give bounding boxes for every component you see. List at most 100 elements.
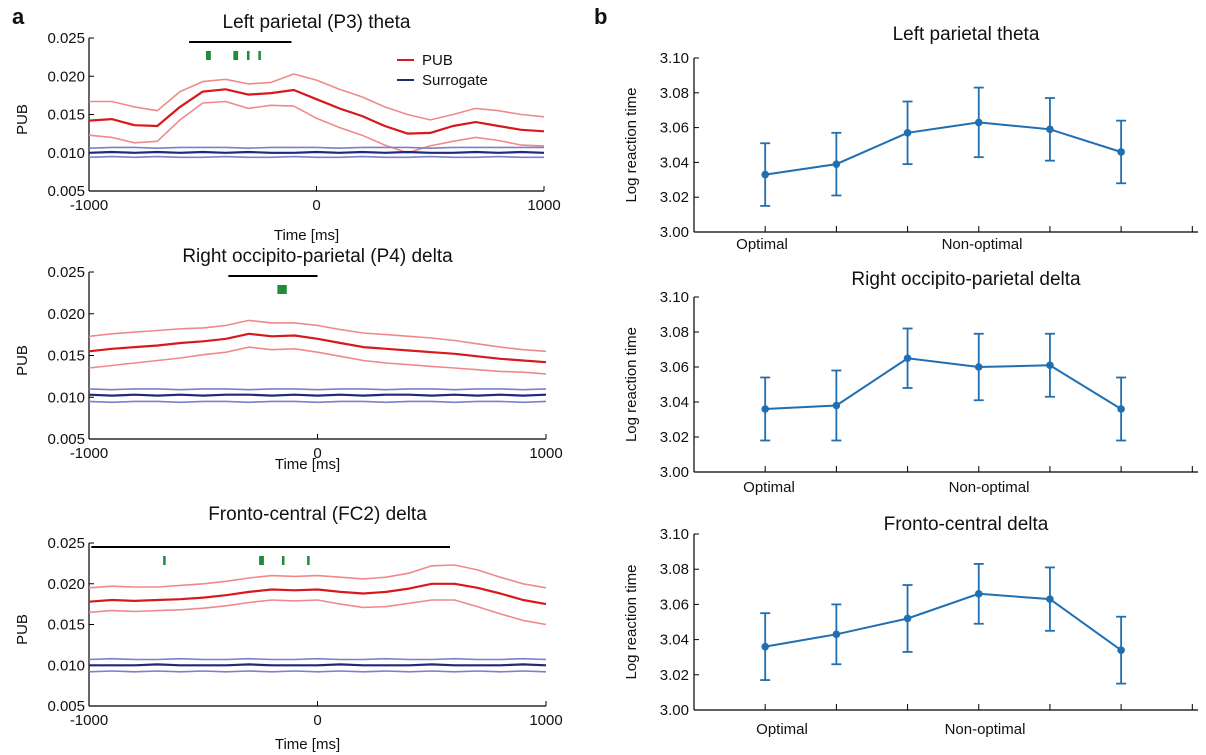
- pub-panel-title: Fronto-central (FC2) delta: [208, 504, 427, 525]
- rt-point: [903, 614, 912, 623]
- surrogate-upper-line: [88, 146, 544, 149]
- y-axis-label: Log reaction time: [623, 564, 640, 679]
- y-tick-label: 3.00: [660, 224, 689, 241]
- pub-upper-line: [88, 564, 547, 589]
- rt-point: [761, 642, 769, 651]
- y-tick-label: 3.04: [660, 632, 689, 649]
- panel-label-a: a: [12, 4, 25, 29]
- y-tick-label: 3.04: [660, 154, 689, 171]
- y-tick-label: 0.005: [47, 698, 85, 715]
- rt-panel-2: Right occipito-parietal delta 3.00 3.02 3.0…: [623, 269, 1198, 496]
- x-category-label: Non-optimal: [945, 721, 1026, 738]
- rt-point: [1046, 125, 1054, 134]
- y-tick-label: 0.020: [47, 68, 85, 85]
- y-tick-label: 0.010: [47, 657, 85, 674]
- pub-panel-title: Left parietal (P3) theta: [223, 12, 411, 33]
- y-tick-label: 3.10: [660, 289, 689, 306]
- pub-lower-line: [88, 599, 547, 626]
- y-tick-label: 3.06: [660, 359, 689, 376]
- surrogate-upper-line: [88, 657, 547, 661]
- y-tick-label: 3.10: [660, 50, 689, 67]
- surrogate-upper-line: [88, 388, 547, 391]
- x-tick-label: 0: [313, 712, 321, 729]
- y-tick-label: 0.005: [47, 183, 85, 200]
- y-tick-label: 3.04: [660, 394, 689, 411]
- x-tick-label: -1000: [70, 197, 108, 214]
- panel-label-b: b: [594, 4, 607, 29]
- y-axis-label: PUB: [14, 614, 31, 645]
- legend-surrogate-label: Surrogate: [422, 72, 488, 89]
- surrogate-lower-line: [88, 670, 547, 673]
- rt-point: [1046, 595, 1054, 603]
- rt-point: [832, 401, 841, 410]
- y-tick-label: 0.025: [47, 30, 85, 47]
- x-tick-label: 0: [313, 445, 321, 462]
- x-category-label: Non-optimal: [942, 236, 1023, 253]
- rt-point: [1117, 646, 1125, 654]
- pub-panel-2: Right occipito-parietal (P4) delta 0.005 0…: [14, 246, 563, 473]
- surrogate-lower-line: [88, 155, 544, 159]
- y-tick-label: 3.08: [660, 324, 689, 341]
- x-tick-label: -1000: [70, 712, 108, 729]
- rt-point: [974, 363, 983, 371]
- rt-panel-3: Fronto-central delta 3.00 3.02 3.04 3.06 3.08…: [623, 514, 1198, 738]
- x-axis-label: Time [ms]: [275, 736, 340, 753]
- x-tick-label: 1000: [529, 445, 562, 462]
- y-tick-label: 0.010: [47, 389, 85, 406]
- y-tick-label: 0.010: [47, 145, 85, 162]
- rt-point: [1046, 361, 1054, 370]
- y-axis-label: PUB: [14, 104, 31, 135]
- y-axis-label: Log reaction time: [623, 87, 640, 202]
- y-tick-label: 0.025: [47, 535, 85, 552]
- rt-panel-1: Left parietal theta 3.00 3.02 3.04 3.06 3.08 3…: [623, 24, 1198, 253]
- y-axis-label: Log reaction time: [623, 327, 640, 442]
- rt-line: [765, 592, 1122, 652]
- rt-point: [761, 405, 769, 413]
- x-category-label: Non-optimal: [949, 479, 1030, 496]
- surrogate-mean-line: [88, 393, 547, 397]
- y-tick-label: 0.025: [47, 264, 85, 281]
- x-category-label: Optimal: [756, 721, 808, 738]
- y-tick-label: 3.08: [660, 85, 689, 102]
- rt-point: [832, 630, 841, 639]
- x-axis-label: Time [ms]: [275, 456, 340, 473]
- x-category-label: Optimal: [743, 479, 795, 496]
- y-tick-label: 0.020: [47, 306, 85, 323]
- y-tick-label: 0.005: [47, 431, 85, 448]
- surrogate-lower-line: [88, 400, 547, 404]
- pub-lower-line: [88, 346, 547, 375]
- x-tick-label: -1000: [70, 445, 108, 462]
- y-axis-label: PUB: [14, 345, 31, 376]
- x-tick-label: 1000: [527, 197, 560, 214]
- rt-panel-title: Fronto-central delta: [884, 514, 1049, 535]
- y-tick-label: 0.020: [47, 576, 85, 593]
- rt-point: [1117, 405, 1125, 413]
- rt-line: [765, 357, 1122, 410]
- y-tick-label: 3.02: [660, 667, 689, 684]
- x-category-label: Optimal: [736, 236, 788, 253]
- pub-lower-line: [88, 100, 545, 154]
- rt-point: [761, 170, 769, 179]
- rt-point: [974, 590, 983, 598]
- y-tick-label: 3.08: [660, 561, 689, 578]
- rt-point: [1117, 148, 1125, 156]
- rt-line: [765, 121, 1122, 176]
- pub-mean-line: [88, 332, 547, 364]
- y-tick-label: 3.06: [660, 596, 689, 613]
- pub-upper-line: [88, 319, 547, 353]
- y-tick-label: 3.00: [660, 464, 689, 481]
- y-tick-label: 3.10: [660, 526, 689, 543]
- y-tick-label: 0.015: [47, 617, 85, 634]
- surrogate-mean-line: [89, 663, 547, 667]
- y-tick-label: 0.015: [47, 107, 85, 124]
- x-axis-label: Time [ms]: [274, 227, 339, 244]
- rt-point: [974, 118, 983, 127]
- pub-panel-3: Fronto-central (FC2) delta 0.005 0.010 0.01…: [14, 504, 563, 753]
- y-tick-label: 3.06: [660, 120, 689, 137]
- rt-panel-title: Right occipito-parietal delta: [851, 269, 1081, 290]
- y-tick-label: 3.02: [660, 429, 689, 446]
- y-tick-label: 3.02: [660, 189, 689, 206]
- rt-point: [903, 354, 912, 363]
- pub-upper-line: [89, 73, 545, 121]
- x-tick-label: 1000: [529, 712, 562, 729]
